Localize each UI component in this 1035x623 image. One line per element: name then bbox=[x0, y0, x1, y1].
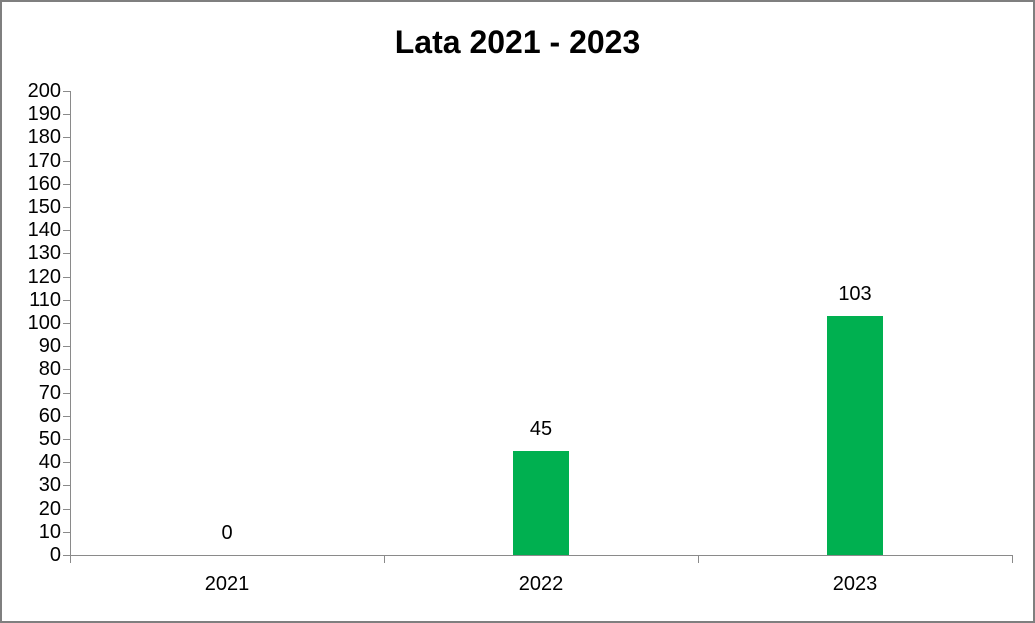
y-axis-tick-label: 50 bbox=[38, 428, 61, 450]
y-axis-tick bbox=[63, 509, 70, 510]
y-axis-tick bbox=[63, 416, 70, 417]
y-axis-tick bbox=[63, 207, 70, 208]
value-label: 103 bbox=[838, 283, 872, 305]
x-axis-line bbox=[70, 555, 1013, 556]
x-axis-tick bbox=[1012, 555, 1013, 563]
y-axis-tick-label: 200 bbox=[27, 80, 61, 102]
y-axis-tick bbox=[63, 439, 70, 440]
y-axis-tick-label: 120 bbox=[27, 266, 61, 288]
y-axis-tick bbox=[63, 253, 70, 254]
y-axis-tick bbox=[63, 462, 70, 463]
y-axis-tick-label: 180 bbox=[27, 126, 61, 148]
y-axis-tick-label: 30 bbox=[38, 474, 61, 496]
x-axis-label: 2022 bbox=[518, 573, 564, 595]
y-axis-tick-label: 40 bbox=[38, 451, 61, 473]
bar-2023 bbox=[827, 316, 883, 555]
y-axis-tick-label: 160 bbox=[27, 173, 61, 195]
value-label: 45 bbox=[529, 418, 553, 440]
x-axis-label: 2023 bbox=[832, 573, 878, 595]
y-axis-line bbox=[70, 91, 71, 556]
y-axis-tick bbox=[63, 184, 70, 185]
x-axis-tick bbox=[698, 555, 699, 563]
y-axis-tick-label: 70 bbox=[38, 382, 61, 404]
x-axis-tick bbox=[70, 555, 71, 563]
y-axis-tick-label: 170 bbox=[27, 150, 61, 172]
x-axis-tick bbox=[384, 555, 385, 563]
chart-title: Lata 2021 - 2023 bbox=[394, 24, 641, 60]
y-axis-tick bbox=[63, 485, 70, 486]
y-axis-tick-label: 110 bbox=[29, 289, 61, 311]
y-axis-tick bbox=[63, 230, 70, 231]
y-axis-tick-label: 80 bbox=[38, 358, 61, 380]
value-label: 0 bbox=[221, 522, 233, 544]
y-axis-tick bbox=[63, 369, 70, 370]
y-axis-tick bbox=[63, 300, 70, 301]
y-axis-tick-label: 150 bbox=[27, 196, 61, 218]
bar-2022 bbox=[513, 451, 569, 555]
y-axis-tick-label: 140 bbox=[27, 219, 61, 241]
y-axis-tick-label: 10 bbox=[38, 521, 61, 543]
y-axis-tick-label: 0 bbox=[49, 544, 61, 566]
y-axis-tick bbox=[63, 161, 70, 162]
x-axis-label: 2021 bbox=[204, 573, 250, 595]
y-axis-tick bbox=[63, 114, 70, 115]
y-axis-tick bbox=[63, 137, 70, 138]
y-axis-tick-label: 60 bbox=[38, 405, 61, 427]
y-axis-tick bbox=[63, 393, 70, 394]
y-axis-tick bbox=[63, 277, 70, 278]
y-axis-tick bbox=[63, 91, 70, 92]
y-axis-tick bbox=[63, 323, 70, 324]
y-axis-tick bbox=[63, 555, 70, 556]
y-axis-tick bbox=[63, 346, 70, 347]
y-axis-tick-label: 100 bbox=[27, 312, 61, 334]
y-axis-tick bbox=[63, 532, 70, 533]
y-axis-tick-label: 20 bbox=[38, 498, 61, 520]
y-axis-tick-label: 90 bbox=[38, 335, 61, 357]
y-axis-tick-label: 130 bbox=[27, 242, 61, 264]
y-axis-tick-label: 190 bbox=[27, 103, 61, 125]
